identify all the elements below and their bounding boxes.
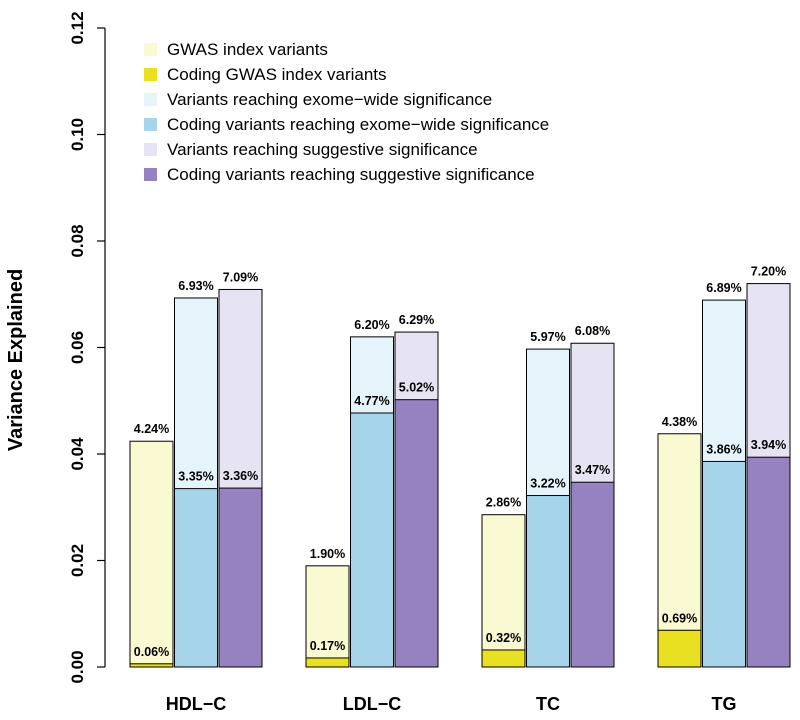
value-label-total: 5.97%: [530, 330, 565, 344]
bar-coding: [174, 488, 218, 668]
bar-coding: [394, 399, 439, 668]
y-ticks: 0.00 0.02 0.04 0.06 0.08 0.10 0.12: [68, 11, 105, 684]
category-label: TG: [712, 694, 737, 714]
bar-total: [305, 565, 350, 668]
legend-label: Variants reaching suggestive significanc…: [167, 140, 478, 159]
bar-coding: [218, 487, 263, 668]
value-label-total: 7.09%: [223, 270, 258, 284]
y-tick-label: 0.08: [68, 224, 87, 257]
legend-label: GWAS index variants: [167, 40, 328, 59]
legend-swatch: [144, 93, 157, 106]
value-label-total: 6.89%: [706, 281, 741, 295]
bar-coding: [526, 495, 570, 668]
y-tick-label: 0.12: [68, 11, 87, 44]
value-label-coding: 5.02%: [399, 381, 434, 395]
value-label-coding: 0.69%: [662, 611, 697, 625]
bar-total: [481, 514, 526, 668]
legend-swatch: [144, 43, 157, 56]
value-label-total: 4.24%: [134, 422, 169, 436]
y-tick-label: 0.00: [68, 650, 87, 683]
category-label: LDL−C: [343, 694, 402, 714]
legend-label: Coding variants reaching exome−wide sign…: [167, 115, 549, 134]
value-label-coding: 3.94%: [751, 438, 786, 452]
y-axis-title: Variance Explained: [5, 269, 27, 451]
bar-coding: [702, 460, 746, 668]
category-label: HDL−C: [166, 694, 227, 714]
legend: GWAS index variants Coding GWAS index var…: [144, 40, 549, 184]
legend-swatch: [144, 118, 157, 131]
y-tick-label: 0.02: [68, 544, 87, 577]
value-label-coding: 3.47%: [575, 463, 610, 477]
bar-coding: [570, 481, 615, 668]
bar-coding: [350, 412, 394, 668]
value-label-coding: 3.35%: [178, 470, 213, 484]
bars: [129, 283, 791, 668]
value-label-coding: 3.22%: [530, 477, 565, 491]
value-label-total: 6.29%: [399, 313, 434, 327]
bar-coding: [305, 657, 350, 668]
legend-label: Variants reaching exome−wide significanc…: [167, 90, 492, 109]
value-label-total: 6.08%: [575, 324, 610, 338]
y-tick-label: 0.10: [68, 118, 87, 151]
legend-swatch: [144, 68, 157, 81]
y-tick-label: 0.04: [68, 437, 87, 471]
value-label-total: 6.20%: [354, 318, 389, 332]
value-label-total: 1.90%: [310, 547, 345, 561]
value-label-total: 2.86%: [486, 496, 521, 510]
legend-label: Coding GWAS index variants: [167, 65, 387, 84]
y-axis: 0.00 0.02 0.04 0.06 0.08 0.10 0.12: [68, 11, 106, 684]
y-tick-label: 0.06: [68, 331, 87, 364]
bar-coding: [129, 663, 174, 668]
value-label-coding: 3.36%: [223, 469, 258, 483]
value-label-coding: 0.17%: [310, 639, 345, 653]
value-label-coding: 4.77%: [354, 394, 389, 408]
bar-total: [129, 440, 174, 668]
value-label-total: 7.20%: [751, 265, 786, 279]
bar-coding: [481, 649, 526, 668]
legend-label: Coding variants reaching suggestive sign…: [167, 165, 535, 184]
category-label: TC: [536, 694, 560, 714]
value-label-coding: 3.86%: [706, 442, 741, 456]
bar-coding: [746, 456, 791, 668]
category-labels: HDL−C LDL−C TC TG: [166, 694, 737, 714]
value-label-coding: 0.06%: [134, 645, 169, 659]
value-label-total: 4.38%: [662, 415, 697, 429]
legend-swatch: [144, 143, 157, 156]
value-label-coding: 0.32%: [486, 631, 521, 645]
value-labels: 4.24% 0.06% 6.93% 3.35% 7.09% 3.36% 1.90% 0.17%…: [134, 265, 786, 659]
bar-coding: [657, 629, 702, 668]
value-label-total: 6.93%: [178, 279, 213, 293]
legend-swatch: [144, 168, 157, 181]
